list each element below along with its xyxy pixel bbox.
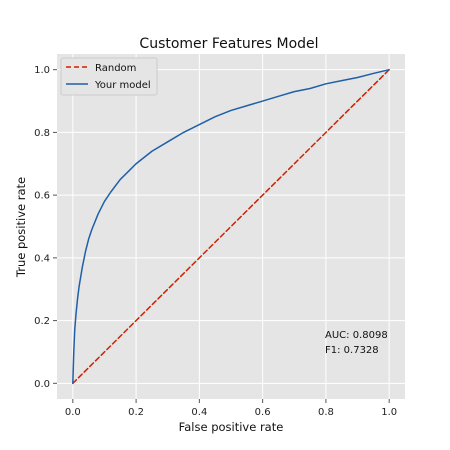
x-tick-labels: 0.0 0.2 0.4 0.6 0.8 1.0: [65, 407, 397, 418]
y-tick-label: 0.4: [34, 253, 50, 264]
legend-label-random: Random: [95, 63, 136, 74]
y-tick-label: 0.8: [34, 128, 50, 139]
x-axis-label: False positive rate: [179, 420, 284, 434]
series-layer: [72, 68, 390, 385]
tick-marks: [53, 69, 390, 403]
y-tick-label: 0.2: [34, 316, 50, 327]
series-your-model-line: [72, 68, 390, 385]
chart-title: Customer Features Model: [139, 36, 318, 52]
x-tick-label: 0.0: [65, 407, 81, 418]
auc-annotation: AUC: 0.8098: [325, 330, 388, 341]
y-tick-label: 1.0: [34, 65, 50, 76]
y-axis-label: True positive rate: [14, 177, 28, 278]
y-tick-labels: 0.0 0.2 0.4 0.6 0.8 1.0: [34, 65, 50, 390]
x-tick-label: 0.8: [318, 407, 334, 418]
legend-label-your-model: Your model: [94, 80, 151, 91]
x-tick-label: 0.6: [255, 407, 271, 418]
y-tick-label: 0.0: [34, 379, 50, 390]
grid-lines: [57, 54, 405, 399]
x-tick-label: 0.2: [128, 407, 144, 418]
y-tick-label: 0.6: [34, 191, 50, 202]
x-tick-label: 1.0: [381, 407, 397, 418]
legend: Random Your model: [60, 57, 158, 96]
series-random-line: [72, 68, 390, 385]
x-tick-label: 0.4: [191, 407, 207, 418]
f1-annotation: F1: 0.7328: [325, 345, 379, 356]
